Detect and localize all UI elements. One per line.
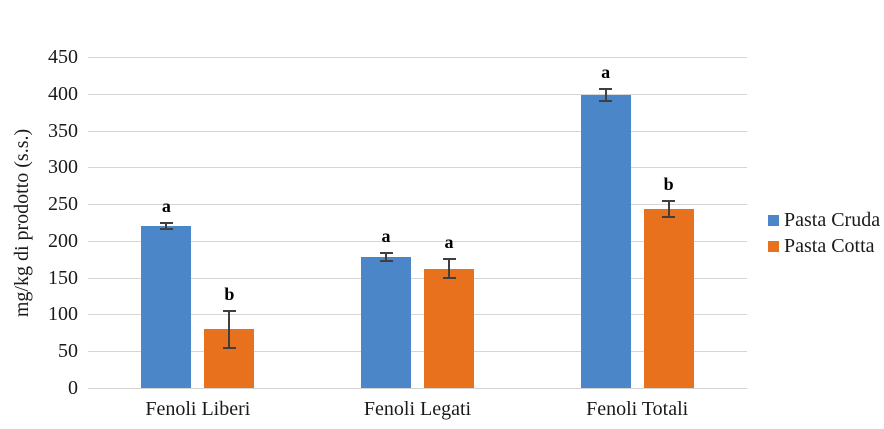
error-bar-cap-top (599, 88, 613, 91)
legend: Pasta Cruda Pasta Cotta (768, 207, 880, 259)
y-tick-label: 400 (48, 82, 78, 105)
sig-letter: a (161, 196, 171, 217)
bar (361, 257, 411, 388)
legend-swatch (768, 240, 779, 252)
sig-letter: a (444, 232, 454, 253)
y-tick-label: 300 (48, 156, 78, 179)
error-bar-cap-bottom (159, 228, 173, 231)
gridline (88, 388, 747, 389)
gridline (88, 167, 747, 169)
error-bar-cap-top (662, 200, 676, 203)
error-bar-cap-bottom (379, 260, 393, 263)
legend-item: Pasta Cruda (768, 207, 880, 233)
y-axis-title: mg/kg di prodotto (s.s.) (11, 128, 33, 318)
y-tick-label: 0 (68, 377, 78, 399)
legend-label: Pasta Cotta (784, 234, 875, 257)
error-bar (165, 223, 168, 230)
gridline (88, 93, 747, 95)
sig-letter: b (224, 283, 235, 304)
error-bar-cap-bottom (442, 277, 456, 280)
y-tick-label: 450 (48, 46, 78, 68)
legend-item: Pasta Cotta (768, 233, 880, 259)
y-tick-label: 50 (58, 340, 78, 363)
error-bar-cap-top (442, 258, 456, 261)
bar (643, 209, 694, 388)
sig-letter: a (381, 225, 391, 246)
gridline (88, 351, 747, 353)
y-tick-label: 150 (48, 266, 78, 289)
error-bar-cap-top (222, 309, 236, 312)
error-bar-cap-top (159, 222, 173, 225)
gridline (88, 277, 747, 279)
y-tick-label: 250 (48, 193, 78, 216)
error-bar-cap-bottom (222, 346, 236, 349)
legend-swatch (768, 214, 779, 226)
y-tick-label: 100 (48, 303, 78, 326)
error-bar (667, 201, 670, 218)
gridline (88, 130, 747, 132)
gridline (88, 204, 747, 206)
error-bar (448, 259, 450, 279)
legend-label: Pasta Cruda (784, 208, 881, 231)
error-bar-cap-bottom (599, 100, 613, 103)
category-label: Fenoli Legati (363, 398, 472, 420)
y-tick-label: 200 (48, 229, 78, 252)
error-bar (604, 89, 607, 102)
error-bar-cap-top (379, 251, 393, 254)
gridline (88, 314, 747, 316)
bar (141, 226, 192, 388)
sig-letter: a (601, 62, 611, 83)
sig-letter: b (663, 174, 674, 195)
category-label: Fenoli Totali (586, 398, 689, 420)
y-tick-label: 350 (48, 119, 78, 142)
bar (424, 268, 474, 388)
error-bar (228, 310, 231, 348)
gridline (88, 240, 747, 242)
bar (580, 95, 631, 388)
category-label: Fenoli Liberi (145, 398, 251, 420)
error-bar-cap-bottom (662, 216, 676, 219)
gridline (88, 57, 747, 58)
error-bar (385, 252, 387, 262)
